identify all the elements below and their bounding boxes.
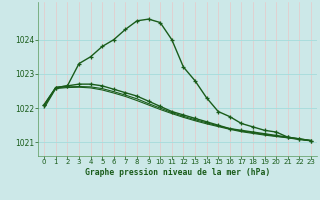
X-axis label: Graphe pression niveau de la mer (hPa): Graphe pression niveau de la mer (hPa) bbox=[85, 168, 270, 177]
